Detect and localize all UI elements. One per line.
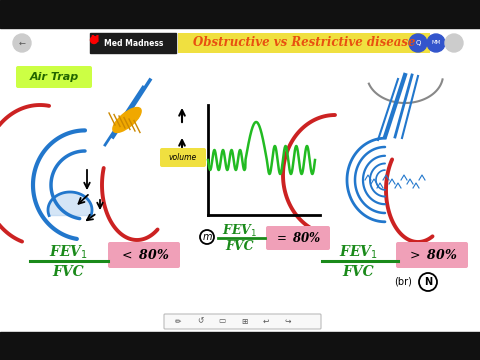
Text: ←: ← xyxy=(19,39,25,48)
Circle shape xyxy=(409,34,427,52)
Text: Obstructive vs Restrictive disease: Obstructive vs Restrictive disease xyxy=(193,36,415,49)
Text: FVC: FVC xyxy=(342,265,374,279)
FancyBboxPatch shape xyxy=(266,226,330,250)
Text: MM: MM xyxy=(432,40,441,45)
FancyBboxPatch shape xyxy=(164,314,321,329)
Text: ↩: ↩ xyxy=(263,316,269,325)
Bar xyxy=(90,33,176,53)
FancyBboxPatch shape xyxy=(160,148,206,167)
Text: $<$ 80%: $<$ 80% xyxy=(119,248,169,262)
Polygon shape xyxy=(48,192,92,216)
Ellipse shape xyxy=(113,108,141,132)
Text: FEV$_1$: FEV$_1$ xyxy=(48,243,87,261)
Text: ⊞: ⊞ xyxy=(241,316,247,325)
Text: m: m xyxy=(202,232,212,242)
Text: FEV$_1$: FEV$_1$ xyxy=(338,243,377,261)
Text: Med Madness: Med Madness xyxy=(104,39,164,48)
Text: $>$ 80%: $>$ 80% xyxy=(407,248,457,262)
Text: Q: Q xyxy=(415,40,420,46)
Circle shape xyxy=(91,36,97,44)
Bar xyxy=(0,0,480,28)
Text: ↪: ↪ xyxy=(285,316,291,325)
FancyBboxPatch shape xyxy=(178,33,430,53)
Text: ✏: ✏ xyxy=(175,316,181,325)
Text: ↺: ↺ xyxy=(197,316,203,325)
FancyBboxPatch shape xyxy=(108,242,180,268)
FancyBboxPatch shape xyxy=(16,66,92,88)
Text: FVC: FVC xyxy=(52,265,84,279)
Text: FVC: FVC xyxy=(226,239,254,252)
Circle shape xyxy=(445,34,463,52)
Text: (br): (br) xyxy=(394,277,412,287)
Circle shape xyxy=(427,34,445,52)
FancyBboxPatch shape xyxy=(396,242,468,268)
Circle shape xyxy=(13,34,31,52)
Text: ▭: ▭ xyxy=(218,316,226,325)
Text: $=$ 80%: $=$ 80% xyxy=(274,231,322,245)
Text: M: M xyxy=(90,36,98,45)
Text: N: N xyxy=(424,277,432,287)
Text: FEV$_1$: FEV$_1$ xyxy=(222,223,258,239)
Bar xyxy=(0,332,480,360)
Text: volume: volume xyxy=(169,153,197,162)
Text: Air Trap: Air Trap xyxy=(29,72,79,82)
